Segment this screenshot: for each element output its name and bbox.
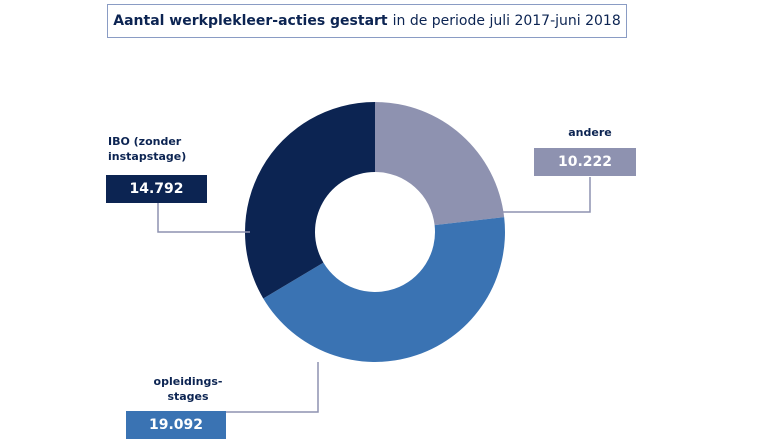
value-label: 19.092 — [126, 411, 226, 439]
donut-slice — [244, 102, 375, 299]
connector — [157, 203, 250, 233]
category-label: opleidings-stages — [153, 375, 223, 403]
chart-subtitle: in de periode juli 2017-juni 2018 — [392, 13, 621, 29]
donut-slice — [375, 102, 505, 226]
connector — [226, 362, 319, 413]
connector — [488, 177, 591, 213]
category-label: andere — [568, 126, 612, 139]
value-label: 10.222 — [534, 148, 636, 176]
value-label: 14.792 — [106, 175, 207, 203]
donut-slice — [263, 217, 506, 362]
category-label: IBO (zonder instapstage) — [108, 135, 187, 163]
chart-title: Aantal werkplekleer-acties gestart — [113, 13, 388, 29]
title-box: Aantal werkplekleer-acties gestart in de… — [107, 4, 627, 38]
